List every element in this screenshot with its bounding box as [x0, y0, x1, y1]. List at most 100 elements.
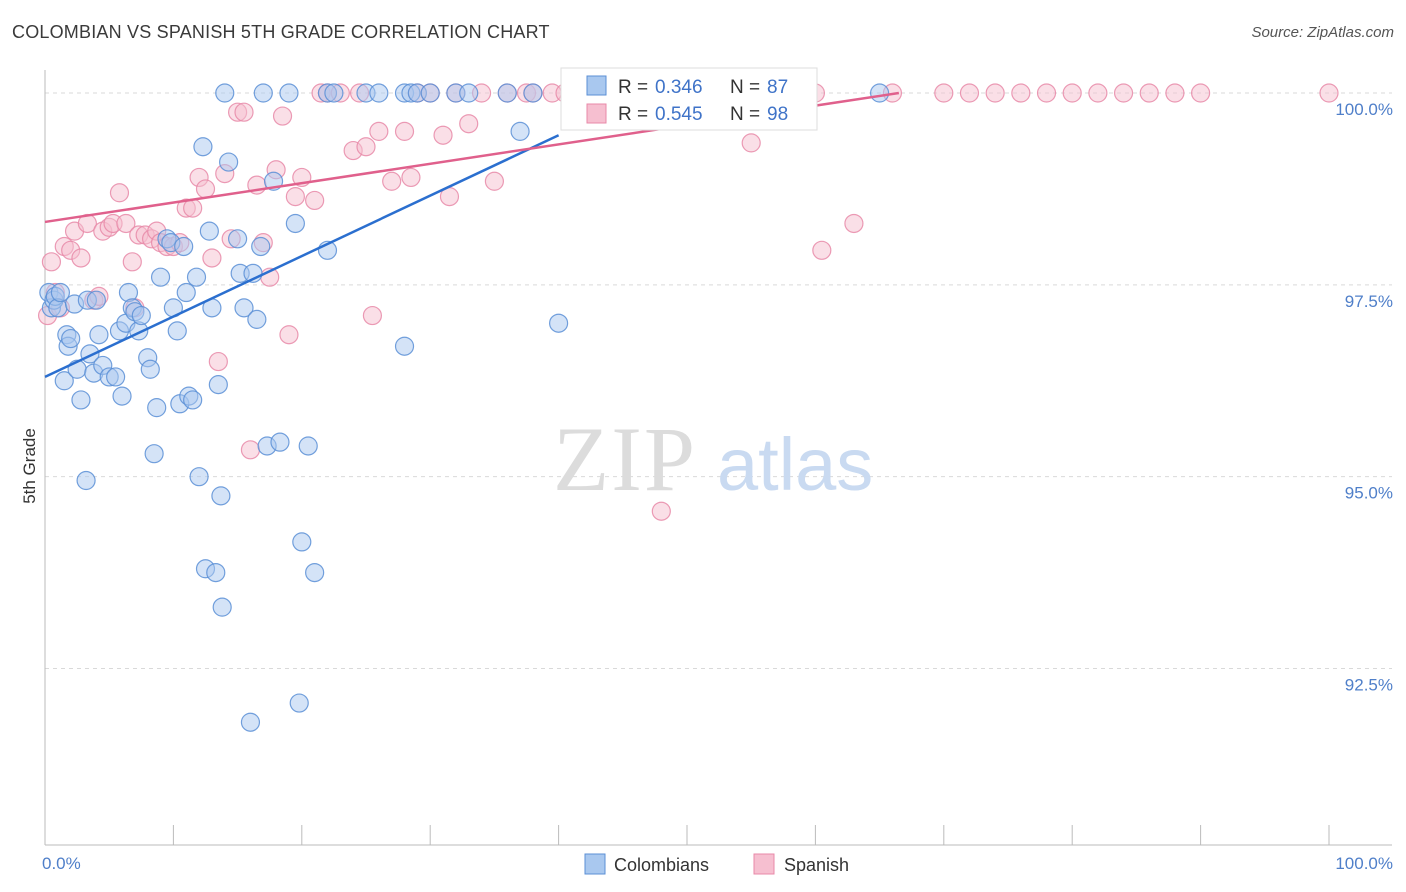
colombian-point-34	[150, 267, 171, 287]
legend-colombians-swatch	[584, 853, 606, 875]
colombian-point-48	[199, 221, 219, 241]
x-tick-label-0: 0.0%	[42, 854, 81, 873]
colombian-point-32	[144, 444, 164, 464]
legend-swatch-blue	[586, 75, 607, 96]
watermark-atlas: atlas	[717, 423, 873, 506]
colombian-point-59	[240, 712, 261, 732]
grid-lines	[45, 92, 1392, 670]
colombian-point-6	[54, 371, 74, 391]
colombian-point-66	[270, 432, 290, 452]
colombian-point-45	[189, 467, 209, 487]
colombian-point-54	[215, 83, 235, 103]
spanish-point-94	[1139, 83, 1159, 103]
colombian-point-86	[510, 121, 530, 141]
spanish-point-91	[1062, 83, 1082, 103]
spanish-point-36	[240, 440, 261, 460]
colombian-point-70	[292, 532, 312, 552]
spanish-point-42	[279, 325, 299, 345]
legend-n-label-2: N =	[730, 104, 760, 125]
x-tick-label-1: 100.0%	[1335, 854, 1393, 873]
spanish-point-93	[1113, 83, 1134, 103]
legend-r-value-2: 0.545	[655, 104, 703, 125]
colombian-point-23	[112, 386, 132, 406]
spanish-point-52	[362, 305, 383, 326]
colombian-point-81	[459, 83, 479, 103]
colombian-point-67	[279, 83, 299, 103]
y-axis-title: 5th Grade	[20, 428, 39, 504]
colombian-point-51	[208, 375, 228, 395]
spanish-point-83	[812, 240, 832, 260]
spanish-point-29	[195, 179, 216, 199]
spanish-point-56	[401, 167, 421, 188]
colombian-point-44	[186, 267, 207, 287]
legend-spanish-swatch	[753, 853, 775, 875]
colombian-point-52	[211, 486, 231, 506]
legend-swatch-pink	[586, 103, 607, 124]
spanish-point-31	[208, 351, 228, 372]
spanish-point-96	[1190, 83, 1211, 103]
spanish-point-59	[433, 125, 453, 145]
spanish-point-30	[202, 248, 222, 268]
series-legend: Colombians Spanish	[584, 853, 849, 875]
legend-n-value-1: 87	[767, 77, 788, 98]
watermark-zip: ZIP	[553, 408, 697, 510]
colombian-point-17	[86, 290, 106, 310]
chart-title: COLOMBIAN VS SPANISH 5TH GRADE CORRELATI…	[12, 22, 550, 42]
y-tick-labels: 92.5% 95.0% 97.5% 100.0%	[1335, 100, 1393, 694]
spanish-point-64	[484, 171, 504, 191]
spanish-point-43	[285, 187, 305, 207]
axes	[44, 70, 1392, 846]
legend-r-label-2: R =	[618, 104, 648, 125]
spanish-point-92	[1088, 83, 1108, 103]
spanish-point-89	[1011, 83, 1031, 103]
colombian-points	[39, 83, 890, 732]
legend-colombians-label: Colombians	[614, 855, 709, 875]
colombian-point-29	[131, 305, 151, 326]
y-tick-label-1: 95.0%	[1345, 484, 1393, 503]
spanish-point-88	[985, 83, 1005, 103]
colombian-point-33	[147, 398, 167, 418]
colombian-point-84	[394, 336, 415, 356]
colombian-point-69	[289, 693, 309, 713]
colombian-point-90	[420, 83, 440, 103]
spanish-point-1	[41, 252, 62, 272]
colombian-point-89	[869, 83, 890, 103]
colombian-point-5	[50, 282, 71, 303]
legend-spanish-label: Spanish	[784, 855, 849, 875]
spanish-point-62	[459, 114, 479, 134]
colombian-point-53	[212, 597, 232, 617]
spanish-point-41	[272, 106, 293, 126]
y-tick-label-0: 92.5%	[1345, 676, 1393, 695]
colombian-point-68	[285, 213, 305, 234]
spanish-point-55	[394, 121, 415, 141]
colombian-point-9	[61, 328, 81, 349]
spanish-point-7	[71, 248, 91, 268]
colombian-point-43	[183, 390, 203, 410]
watermark: ZIP atlas	[553, 408, 873, 510]
legend-n-label-1: N =	[730, 77, 760, 98]
spanish-point-97	[1319, 83, 1339, 103]
colombian-point-62	[251, 236, 271, 257]
colombian-point-55	[219, 152, 239, 172]
colombian-point-40	[174, 236, 194, 257]
spanish-point-86	[934, 83, 954, 103]
spanish-point-84	[844, 213, 864, 234]
spanish-point-15	[116, 213, 136, 234]
spanish-point-87	[959, 83, 980, 103]
colombian-point-21	[106, 367, 126, 387]
colombian-point-12	[71, 390, 91, 410]
colombian-point-31	[140, 359, 160, 379]
spanish-point-53	[369, 121, 389, 141]
colombian-point-74	[324, 83, 344, 103]
colombian-point-82	[497, 83, 517, 103]
y-tick-label-2: 97.5%	[1345, 292, 1393, 311]
colombian-point-63	[253, 83, 273, 103]
spanish-point-14	[109, 183, 130, 203]
legend-n-value-2: 98	[767, 104, 788, 125]
colombian-point-71	[298, 436, 318, 456]
colombian-point-83	[523, 83, 543, 103]
colombian-point-61	[247, 309, 267, 329]
correlation-legend: R = 0.346 N = 87 R = 0.545 N = 98	[560, 67, 818, 131]
colombian-point-56	[228, 229, 248, 249]
